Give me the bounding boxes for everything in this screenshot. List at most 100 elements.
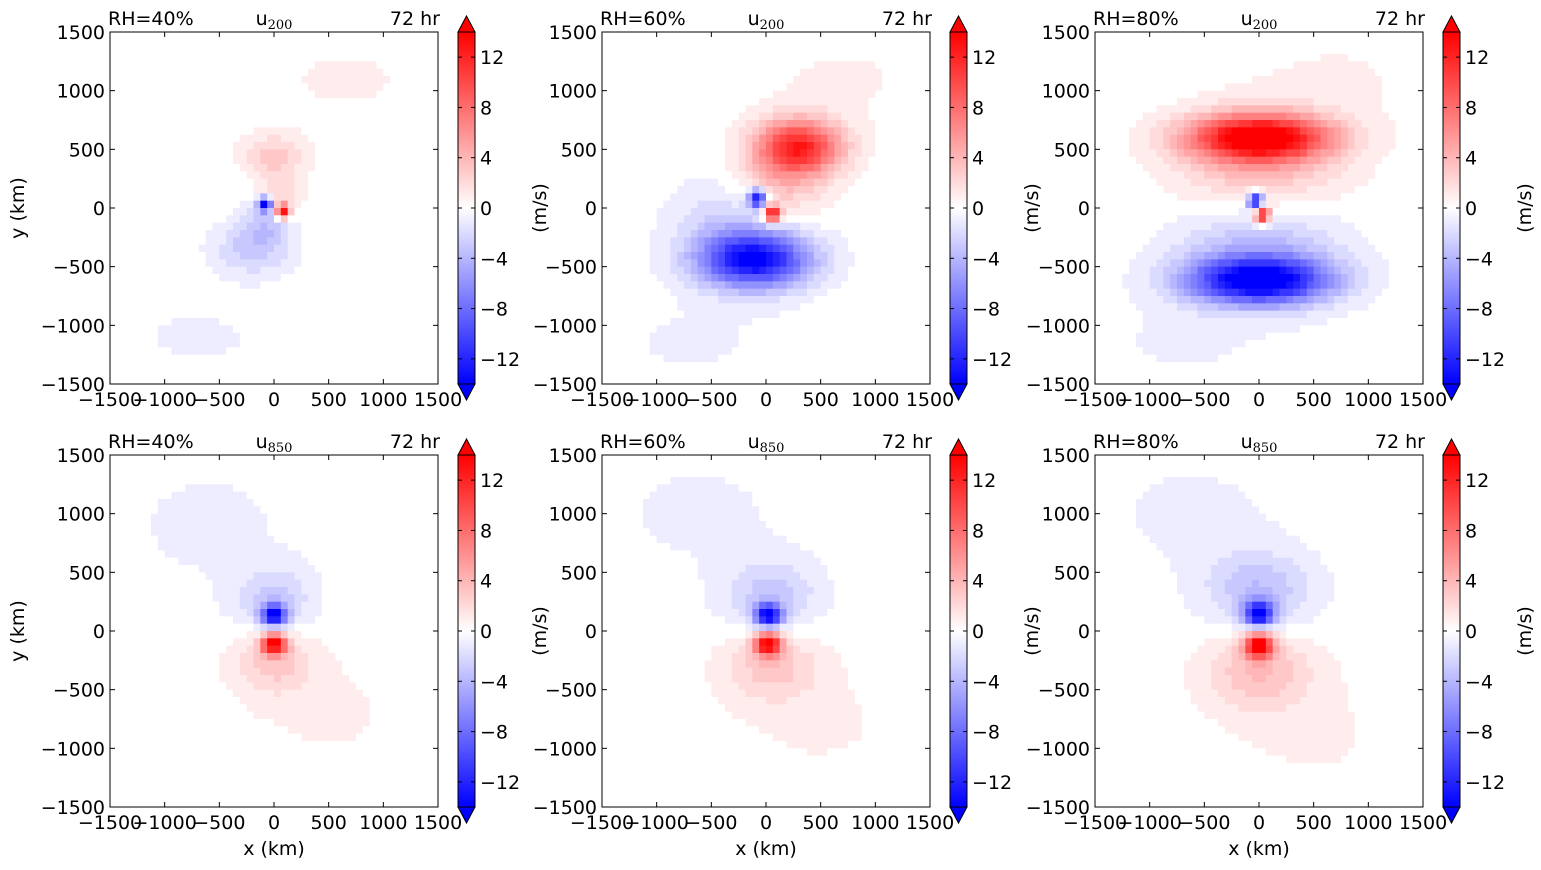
heatmap-cell: [663, 310, 671, 319]
heatmap-cell: [246, 127, 255, 136]
heatmap-cell: [239, 296, 248, 304]
heatmap-cell: [362, 303, 371, 312]
heatmap-cell: [321, 200, 330, 209]
heatmap-cell: [636, 164, 644, 172]
heatmap-cell: [895, 68, 904, 77]
heatmap-cell: [690, 332, 699, 341]
heatmap-cell: [397, 347, 405, 356]
heatmap-cell: [718, 325, 726, 334]
heatmap-cell: [369, 296, 378, 304]
heatmap-cell: [923, 281, 931, 290]
heatmap-cell: [602, 362, 610, 370]
heatmap-cell: [848, 39, 856, 48]
heatmap-cell: [725, 303, 733, 312]
heatmap-cell: [424, 208, 432, 216]
panel: −1500−1000−500 0 500 1000 1500−1500−1000−500…: [533, 8, 1043, 411]
heatmap-cell: [376, 112, 384, 121]
heatmap-cell: [274, 61, 282, 70]
heatmap-cell: [868, 171, 876, 180]
heatmap-cell: [820, 134, 829, 143]
heatmap-cell: [745, 105, 753, 114]
heatmap-cell: [889, 142, 897, 150]
heatmap-cell: [349, 310, 357, 319]
heatmap-cell: [151, 83, 159, 92]
heatmap-cell: [738, 142, 747, 150]
heatmap-cell: [731, 83, 740, 92]
heatmap-cell: [328, 325, 337, 334]
heatmap-cell: [656, 369, 665, 378]
heatmap-cell: [615, 90, 624, 99]
heatmap-cell: [376, 266, 384, 275]
heatmap-cell: [287, 142, 296, 150]
heatmap-cell: [793, 171, 801, 180]
heatmap-cell: [807, 237, 815, 246]
heatmap-cell: [410, 369, 419, 378]
heatmap-cell: [151, 193, 159, 202]
heatmap-cell: [349, 347, 357, 356]
heatmap-cell: [1122, 46, 1130, 55]
heatmap-cell: [417, 200, 425, 209]
heatmap-cell: [253, 362, 261, 370]
heatmap-cell: [834, 120, 842, 128]
heatmap-cell: [144, 222, 152, 231]
heatmap-cell: [629, 252, 637, 260]
heatmap-cell: [649, 32, 658, 40]
heatmap-cell: [369, 32, 378, 40]
heatmap-cell: [745, 252, 753, 260]
heatmap-cell: [349, 369, 357, 378]
heatmap-cell: [854, 208, 863, 216]
heatmap-cell: [772, 83, 781, 92]
heatmap-cell: [711, 208, 719, 216]
heatmap-cell: [636, 296, 644, 304]
heatmap-cell: [226, 112, 234, 121]
heatmap-cell: [246, 90, 255, 99]
heatmap-cell: [287, 61, 296, 70]
heatmap-cell: [342, 200, 350, 209]
heatmap-cell: [116, 193, 125, 202]
heatmap-cell: [752, 39, 760, 48]
heatmap-cell: [349, 120, 357, 128]
heatmap-cell: [916, 186, 924, 194]
heatmap-cell: [192, 178, 200, 187]
heatmap-cell: [1095, 32, 1103, 40]
heatmap-cell: [704, 90, 712, 99]
heatmap-cell: [260, 354, 268, 363]
heatmap-cell: [848, 98, 856, 106]
heatmap-cell: [376, 369, 384, 378]
heatmap-cell: [684, 149, 692, 158]
heatmap-cell: [130, 142, 138, 150]
heatmap-cell: [219, 156, 227, 165]
heatmap-cell: [807, 288, 815, 297]
heatmap-cell: [157, 237, 166, 246]
heatmap-cell: [697, 193, 706, 202]
heatmap-cell: [643, 90, 651, 99]
heatmap-cell: [772, 186, 781, 194]
heatmap-cell: [868, 142, 876, 150]
heatmap-cell: [643, 296, 651, 304]
heatmap-cell: [759, 142, 767, 150]
heatmap-cell: [178, 318, 186, 326]
heatmap-cell: [226, 347, 234, 356]
heatmap-cell: [820, 222, 829, 231]
heatmap-cell: [779, 112, 788, 121]
heatmap-cell: [1101, 288, 1110, 297]
heatmap-cell: [1108, 332, 1117, 341]
heatmap-cell: [205, 296, 214, 304]
heatmap-cell: [212, 61, 220, 70]
heatmap-cell: [1115, 178, 1123, 187]
heatmap-cell: [854, 369, 863, 378]
heatmap-cell: [212, 46, 220, 55]
heatmap-cell: [123, 266, 132, 275]
heatmap-cell: [793, 340, 801, 348]
heatmap-cell: [813, 164, 822, 172]
heatmap-cell: [410, 347, 419, 356]
heatmap-cell: [417, 68, 425, 77]
heatmap-cell: [752, 156, 760, 165]
heatmap-cell: [383, 237, 391, 246]
heatmap-cell: [144, 369, 152, 378]
heatmap-cell: [431, 171, 439, 180]
heatmap-cell: [294, 310, 302, 319]
heatmap-cell: [677, 325, 685, 334]
heatmap-cell: [615, 244, 624, 253]
heatmap-cell: [766, 68, 774, 77]
